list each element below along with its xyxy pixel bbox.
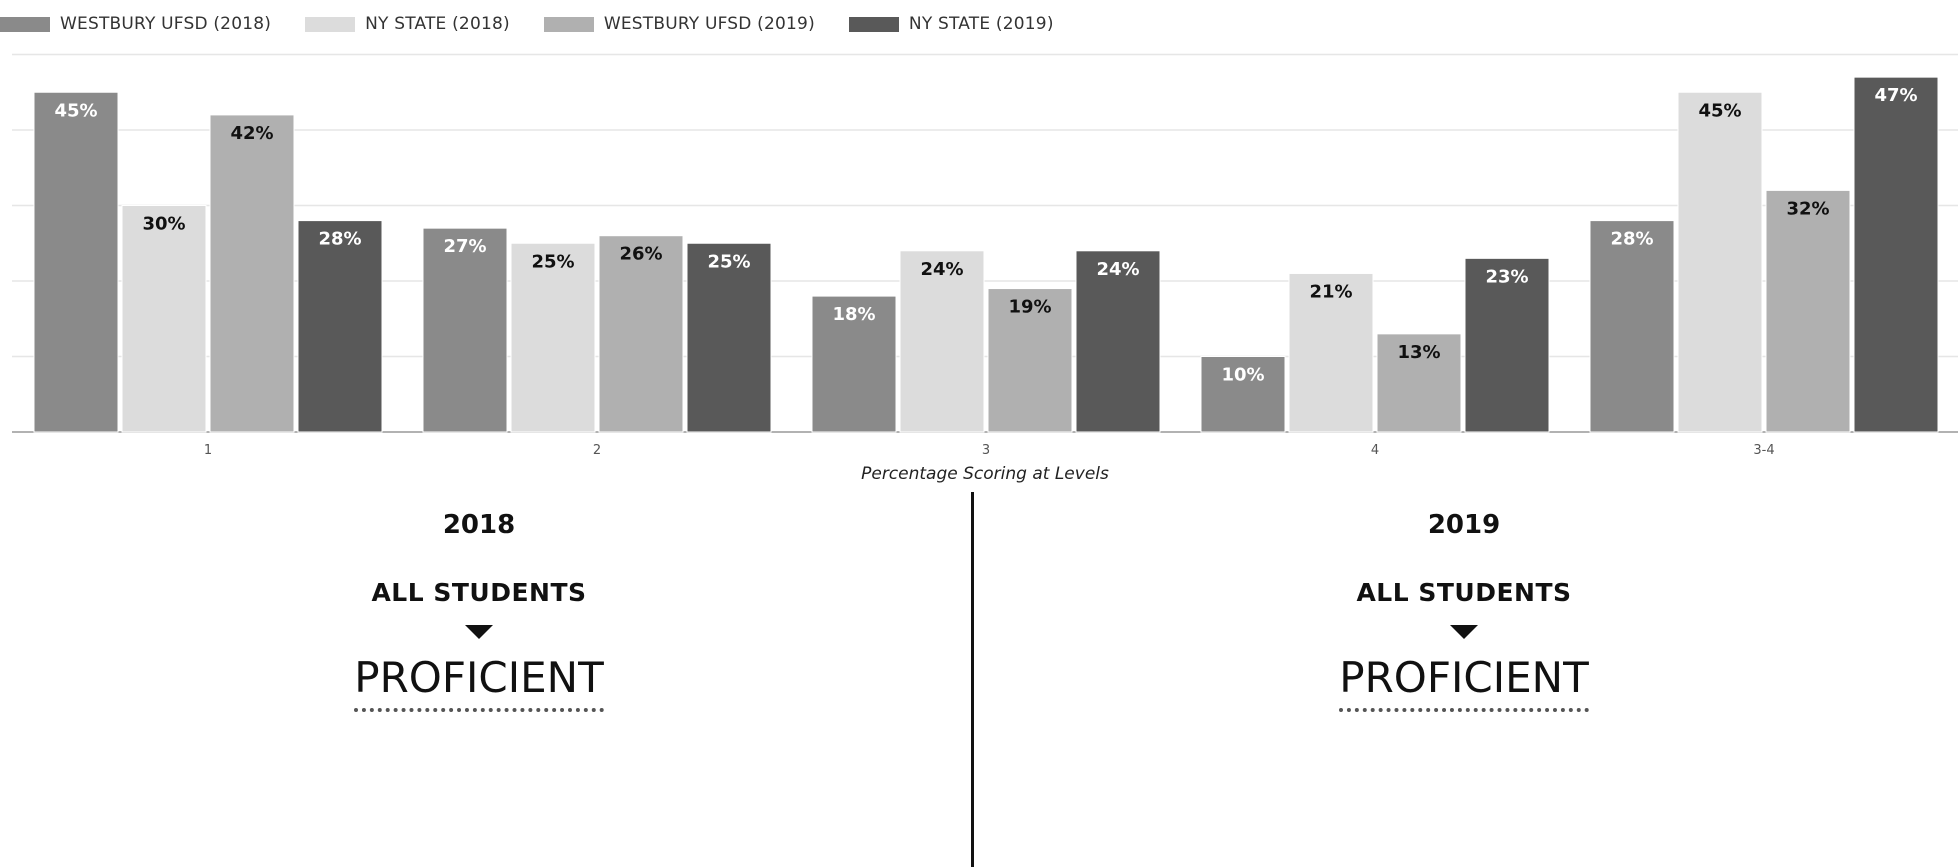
- bar-value-label: 19%: [1008, 297, 1051, 318]
- bar-value-label: 25%: [531, 251, 574, 272]
- legend-swatch: [848, 16, 899, 32]
- legend-label: NY STATE (2019): [908, 14, 1054, 34]
- bar-value-label: 23%: [1485, 266, 1528, 287]
- legend-item-westbury-2018: WESTBURY UFSD (2018): [0, 14, 271, 34]
- x-tick-label: 4: [1371, 443, 1379, 458]
- legend-item-westbury-2019: WESTBURY UFSD (2019): [543, 14, 815, 34]
- bar-chart: 45% 30% 42% 28% 1 27% 25% 26% 25% 2 18% 24% 19% 24% 3 1…: [12, 53, 1958, 458]
- bar: [1075, 250, 1161, 433]
- bar: [1200, 356, 1286, 433]
- bar: [297, 220, 383, 433]
- x-tick-label: 3-4: [1753, 443, 1774, 458]
- bar: [1677, 91, 1763, 433]
- bar: [1464, 257, 1550, 433]
- bar-value-label: 27%: [443, 236, 486, 257]
- bar: [598, 235, 684, 433]
- chart-legend: WESTBURY UFSD (2018) NY STATE (2018) WES…: [0, 10, 1088, 38]
- bar-value-label: 30%: [142, 214, 185, 235]
- panel-year: 2019: [1427, 510, 1501, 540]
- bar: [121, 205, 207, 433]
- arrow-down-icon: [465, 625, 493, 639]
- bar: [1589, 220, 1675, 433]
- bar-value-label: 25%: [707, 251, 750, 272]
- bar-value-label: 32%: [1786, 198, 1829, 219]
- bar-value-label: 47%: [1874, 85, 1917, 106]
- panel-group-label: ALL STUDENTS: [1356, 578, 1572, 607]
- x-tick-label: 1: [204, 443, 212, 458]
- legend-swatch: [0, 16, 50, 32]
- bar: [1853, 76, 1939, 433]
- arrow-down-icon: [1450, 625, 1478, 639]
- panel-2019: 2019 ALL STUDENTS PROFICIENT: [1164, 510, 1764, 712]
- bar-value-label: 13%: [1397, 342, 1440, 363]
- x-axis-title: Percentage Scoring at Levels: [861, 464, 1109, 484]
- bar: [1288, 272, 1374, 433]
- bar-value-label: 21%: [1309, 281, 1352, 302]
- bar-value-label: 24%: [920, 259, 963, 280]
- bar-value-label: 10%: [1221, 365, 1264, 386]
- x-tick-label: 3: [982, 443, 990, 458]
- panel-status: PROFICIENT: [354, 653, 604, 712]
- bar-value-label: 45%: [54, 100, 97, 121]
- bar: [899, 250, 985, 433]
- legend-item-nystate-2018: NY STATE (2018): [305, 14, 510, 34]
- bar: [209, 114, 295, 433]
- bar-value-label: 24%: [1096, 259, 1139, 280]
- bar-value-label: 18%: [832, 304, 875, 325]
- bar: [987, 288, 1073, 433]
- legend-item-nystate-2019: NY STATE (2019): [848, 14, 1054, 34]
- bar-value-label: 28%: [1610, 229, 1653, 250]
- panel-2018: 2018 ALL STUDENTS PROFICIENT: [179, 510, 779, 712]
- panel-status: PROFICIENT: [1339, 653, 1589, 712]
- bar: [510, 242, 596, 433]
- legend-label: NY STATE (2018): [365, 14, 510, 34]
- bar: [811, 295, 897, 433]
- bar: [1765, 189, 1851, 433]
- legend-label: WESTBURY UFSD (2019): [603, 14, 815, 34]
- panel-group-label: ALL STUDENTS: [371, 578, 587, 607]
- bar-value-label: 28%: [318, 229, 361, 250]
- bar-value-label: 45%: [1698, 100, 1741, 121]
- bar-value-label: 42%: [230, 123, 273, 144]
- bar: [422, 227, 508, 433]
- panel-year: 2018: [442, 510, 516, 540]
- bar: [33, 91, 119, 433]
- legend-swatch: [305, 16, 356, 32]
- x-tick-label: 2: [593, 443, 601, 458]
- bar-value-label: 26%: [619, 244, 662, 265]
- legend-swatch: [543, 16, 594, 32]
- bar: [686, 242, 772, 433]
- legend-label: WESTBURY UFSD (2018): [60, 14, 272, 34]
- bar: [1376, 333, 1462, 433]
- panel-divider: [971, 492, 974, 867]
